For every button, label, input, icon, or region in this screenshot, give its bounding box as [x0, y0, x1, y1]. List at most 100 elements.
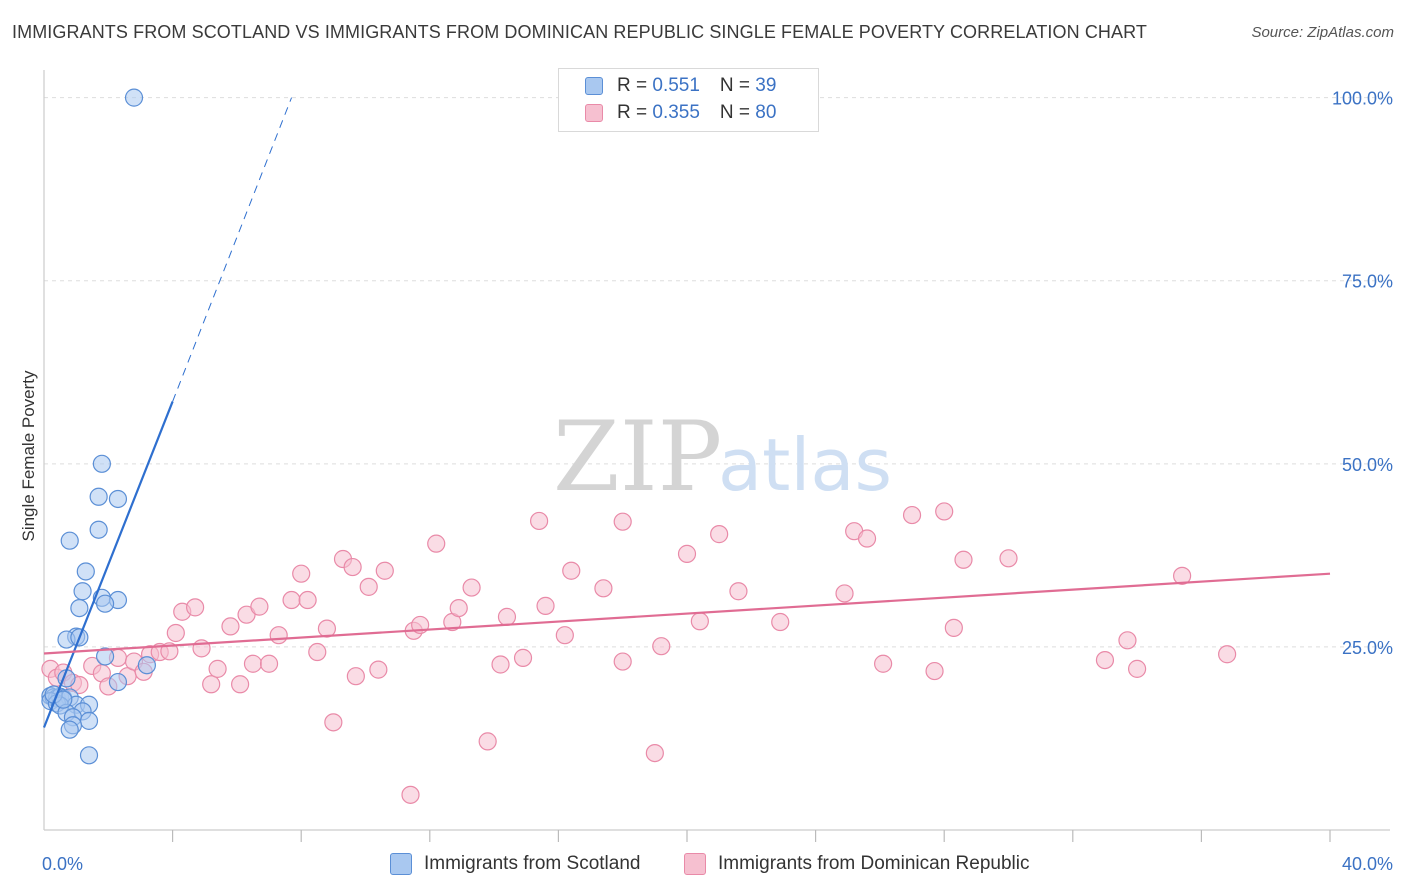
dominican-point-27: [259, 654, 279, 673]
dominican-point-32: [308, 642, 327, 662]
dominican-point-40: [375, 561, 394, 580]
dominican-point-51: [513, 648, 533, 667]
dominican-point-61: [677, 544, 697, 563]
dominican-point-65: [771, 612, 790, 632]
dominican-point-33: [317, 619, 337, 638]
dominican-point-64: [729, 582, 748, 601]
dominican-point-34: [324, 713, 343, 732]
gridlines: [44, 97, 1390, 648]
dominican-point-73: [944, 618, 963, 637]
dominican-point-77: [1118, 631, 1137, 650]
source-credit: Source: ZipAtlas.com: [1251, 24, 1394, 41]
dominican-point-23: [231, 675, 250, 694]
dominican-point-44: [401, 785, 420, 804]
x-tick-labels: 0.0% 40.0%: [42, 854, 1393, 874]
dominican-point-43: [427, 534, 446, 553]
dominican-point-38: [359, 577, 378, 596]
dominican-point-29: [282, 590, 301, 610]
x-tick-label-2: 40.0%: [1342, 854, 1393, 874]
bottom-legend-label-scotland: Immigrants from Scotland: [424, 853, 641, 874]
legend-r-label: R =: [617, 75, 653, 96]
y-tick-label-4: 100.0%: [1332, 89, 1393, 109]
dominican-point-39: [369, 660, 388, 679]
dominican-point-49: [491, 655, 510, 674]
dominican-point-55: [562, 561, 581, 580]
legend: R = 0.551 N = 39 R = 0.355 N = 80: [558, 68, 819, 132]
bottom-legend-scotland: Immigrants from Scotland: [390, 851, 640, 877]
y-tick-label-2: 50.0%: [1342, 455, 1393, 475]
dominican-point-18: [186, 598, 205, 617]
scotland-point-5: [89, 520, 108, 539]
dominican-point-78: [1127, 659, 1147, 678]
scotland-point-37: [79, 746, 99, 765]
legend-row-dominican: R = 0.355 N = 80: [559, 100, 776, 126]
scotland-point-6: [60, 531, 79, 550]
scotland-points: [41, 88, 156, 765]
dominican-point-31: [298, 590, 317, 610]
dominican-point-28: [269, 626, 288, 645]
y-axis-title: Single Female Poverty: [19, 370, 38, 542]
scotland-point-3: [89, 487, 108, 506]
scotland-point-11: [95, 594, 115, 613]
scotland-trend-line: [42, 401, 174, 728]
dominican-point-63: [710, 525, 729, 544]
trend-lines: [42, 97, 1331, 728]
scotland-point-17: [137, 656, 156, 675]
dominican-point-36: [343, 557, 362, 577]
dominican-point-69: [874, 654, 893, 673]
dominican-points: [41, 502, 1237, 804]
dominican-point-20: [202, 675, 221, 694]
y-tick-label-3: 75.0%: [1342, 272, 1393, 292]
dominican-point-53: [536, 596, 555, 615]
dominican-point-56: [594, 579, 613, 598]
dominican-point-76: [1095, 650, 1115, 670]
dominican-point-59: [645, 744, 664, 763]
scotland-trend-extension: [172, 97, 293, 402]
legend-r-label: R =: [617, 102, 653, 123]
dominican-point-16: [166, 623, 185, 643]
scotland-point-16: [95, 647, 115, 666]
dominican-point-79: [1173, 566, 1192, 585]
watermark-atlas: atlas: [718, 423, 892, 507]
dominican-point-52: [530, 511, 549, 531]
dominican-point-66: [835, 584, 854, 603]
dominican-point-58: [613, 652, 632, 671]
dominican-point-21: [208, 659, 227, 678]
dominican-point-37: [346, 667, 365, 686]
dominican-point-71: [925, 661, 944, 681]
watermark: ZIP atlas: [553, 401, 892, 513]
dominican-point-54: [555, 626, 574, 645]
dominican-point-30: [292, 564, 311, 583]
dominican-point-46: [449, 598, 468, 618]
dominican-point-62: [690, 612, 709, 631]
legend-n-label: N =: [719, 102, 756, 123]
bottom-legend-swatch-dominican: [684, 853, 706, 875]
dominican-point-74: [954, 550, 973, 569]
legend-swatch-dominican: [585, 104, 603, 122]
dominican-point-57: [613, 512, 632, 531]
dominican-point-26: [250, 597, 269, 616]
legend-r-value: 0.551: [652, 75, 700, 96]
y-tick-labels: 25.0% 50.0% 75.0% 100.0%: [1332, 89, 1393, 658]
bottom-legend-swatch-scotland: [390, 853, 412, 875]
dominican-point-47: [462, 578, 481, 597]
dominican-point-24: [237, 605, 256, 624]
dominican-point-68: [857, 529, 877, 548]
dominican-point-22: [221, 617, 240, 636]
dominican-point-70: [902, 505, 922, 525]
dominican-trend-line: [43, 572, 1331, 655]
bottom-legend-dominican: Immigrants from Dominican Republic: [684, 851, 1030, 877]
dominican-point-72: [935, 502, 954, 521]
dominican-point-25: [243, 654, 263, 673]
scotland-point-8: [73, 582, 92, 601]
scotland-point-1: [124, 88, 144, 107]
scotland-point-12: [70, 598, 89, 618]
dominican-point-75: [999, 549, 1018, 568]
scotland-point-2: [92, 454, 111, 473]
legend-swatch-scotland: [585, 77, 603, 95]
dominican-point-80: [1218, 645, 1237, 664]
chart-title: IMMIGRANTS FROM SCOTLAND VS IMMIGRANTS F…: [12, 22, 1147, 42]
legend-row-scotland: R = 0.551 N = 39: [559, 73, 776, 99]
scotland-point-36: [60, 720, 79, 739]
